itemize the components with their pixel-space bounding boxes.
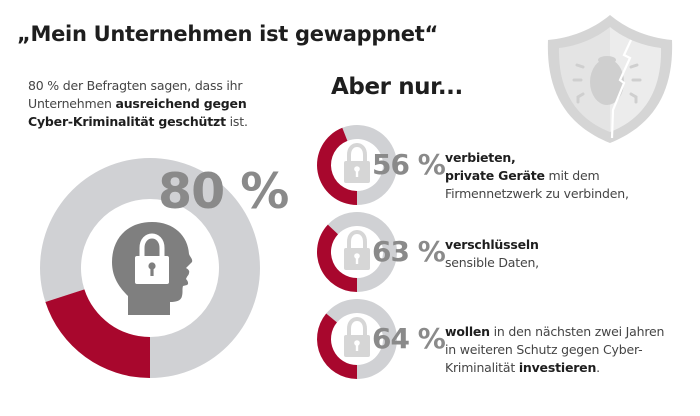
intro-text-regular: ist. <box>225 114 248 129</box>
stat-description: wollen in den nächsten zwei Jahren in wei… <box>445 323 664 377</box>
stat-description-line: Kriminalität investieren. <box>445 359 664 377</box>
intro-line-3: Cyber-Kriminalität geschützt ist. <box>28 113 248 131</box>
stat-ring <box>317 124 398 205</box>
main-stat-value: 80 % <box>158 163 289 220</box>
stat-ring-value-arc <box>326 299 398 379</box>
broken-shield-bug-icon <box>547 15 673 143</box>
stat-text-regular: mit dem <box>544 168 600 183</box>
stat-text-bold: investieren <box>518 360 597 375</box>
intro-text: 80 % der Befragten sagen, dass ihr Unter… <box>28 77 248 131</box>
stat-description-line: private Geräte mit dem <box>445 167 629 185</box>
intro-text-regular: Unternehmen <box>28 96 116 111</box>
stat-description-line: sensible Daten, <box>445 254 539 272</box>
stat-value: 56 % <box>372 148 446 181</box>
stat-ring-remainder-arc <box>317 224 357 292</box>
stat-text-bold: verbieten, <box>445 150 516 165</box>
lock-icon <box>344 316 370 357</box>
stat-text-regular: Firmennetzwerk zu verbinden, <box>445 186 629 201</box>
intro-line-1: 80 % der Befragten sagen, dass ihr <box>28 78 243 93</box>
head-lock-icon <box>112 222 193 315</box>
intro-text-bold: Cyber-Kriminalität geschützt <box>28 114 226 129</box>
subheading: Aber nur... <box>331 74 463 100</box>
stat-ring <box>317 212 398 292</box>
page-title: „Mein Unternehmen ist gewappnet“ <box>17 22 438 46</box>
lock-icon <box>344 229 370 270</box>
stat-ring-remainder-arc <box>316 313 357 379</box>
stat-text-regular: in den nächsten zwei Jahren <box>489 324 665 339</box>
stat-description-line: verbieten, <box>445 149 629 167</box>
stat-description-line: verschlüsseln <box>445 236 539 254</box>
stat-ring-value-arc <box>327 212 398 292</box>
stat-text-regular: . <box>596 360 600 375</box>
main-donut-value-arc <box>39 157 260 378</box>
stat-description: verbieten, private Geräte mit dem Firmenne… <box>445 149 629 203</box>
main-donut-chart <box>39 157 260 378</box>
intro-line-2: Unternehmen ausreichend gegen <box>28 95 248 113</box>
stat-text-bold: wollen <box>445 324 490 339</box>
stat-text-regular: sensible Daten, <box>445 255 539 270</box>
stat-text-regular: Kriminalität <box>445 360 519 375</box>
stat-text-regular: in weiteren Schutz gegen Cyber- <box>445 342 643 357</box>
stat-value: 64 % <box>372 322 446 355</box>
lock-icon <box>344 142 370 183</box>
stat-description-line: wollen in den nächsten zwei Jahren <box>445 323 664 341</box>
stat-description-line: in weiteren Schutz gegen Cyber- <box>445 341 664 359</box>
stat-description: verschlüsseln sensible Daten, <box>445 236 539 272</box>
stat-value: 63 % <box>372 235 446 268</box>
stat-text-bold: verschlüsseln <box>445 237 539 252</box>
stat-ring <box>316 299 398 379</box>
stat-description-line: Firmennetzwerk zu verbinden, <box>445 185 629 203</box>
stat-text-bold: private Geräte <box>445 168 545 183</box>
main-donut-remainder-arc <box>45 289 150 378</box>
stat-rings <box>316 124 398 379</box>
stat-ring-remainder-arc <box>317 127 357 205</box>
stat-ring-value-arc <box>342 124 398 205</box>
intro-text-bold: ausreichend gegen <box>115 96 247 111</box>
